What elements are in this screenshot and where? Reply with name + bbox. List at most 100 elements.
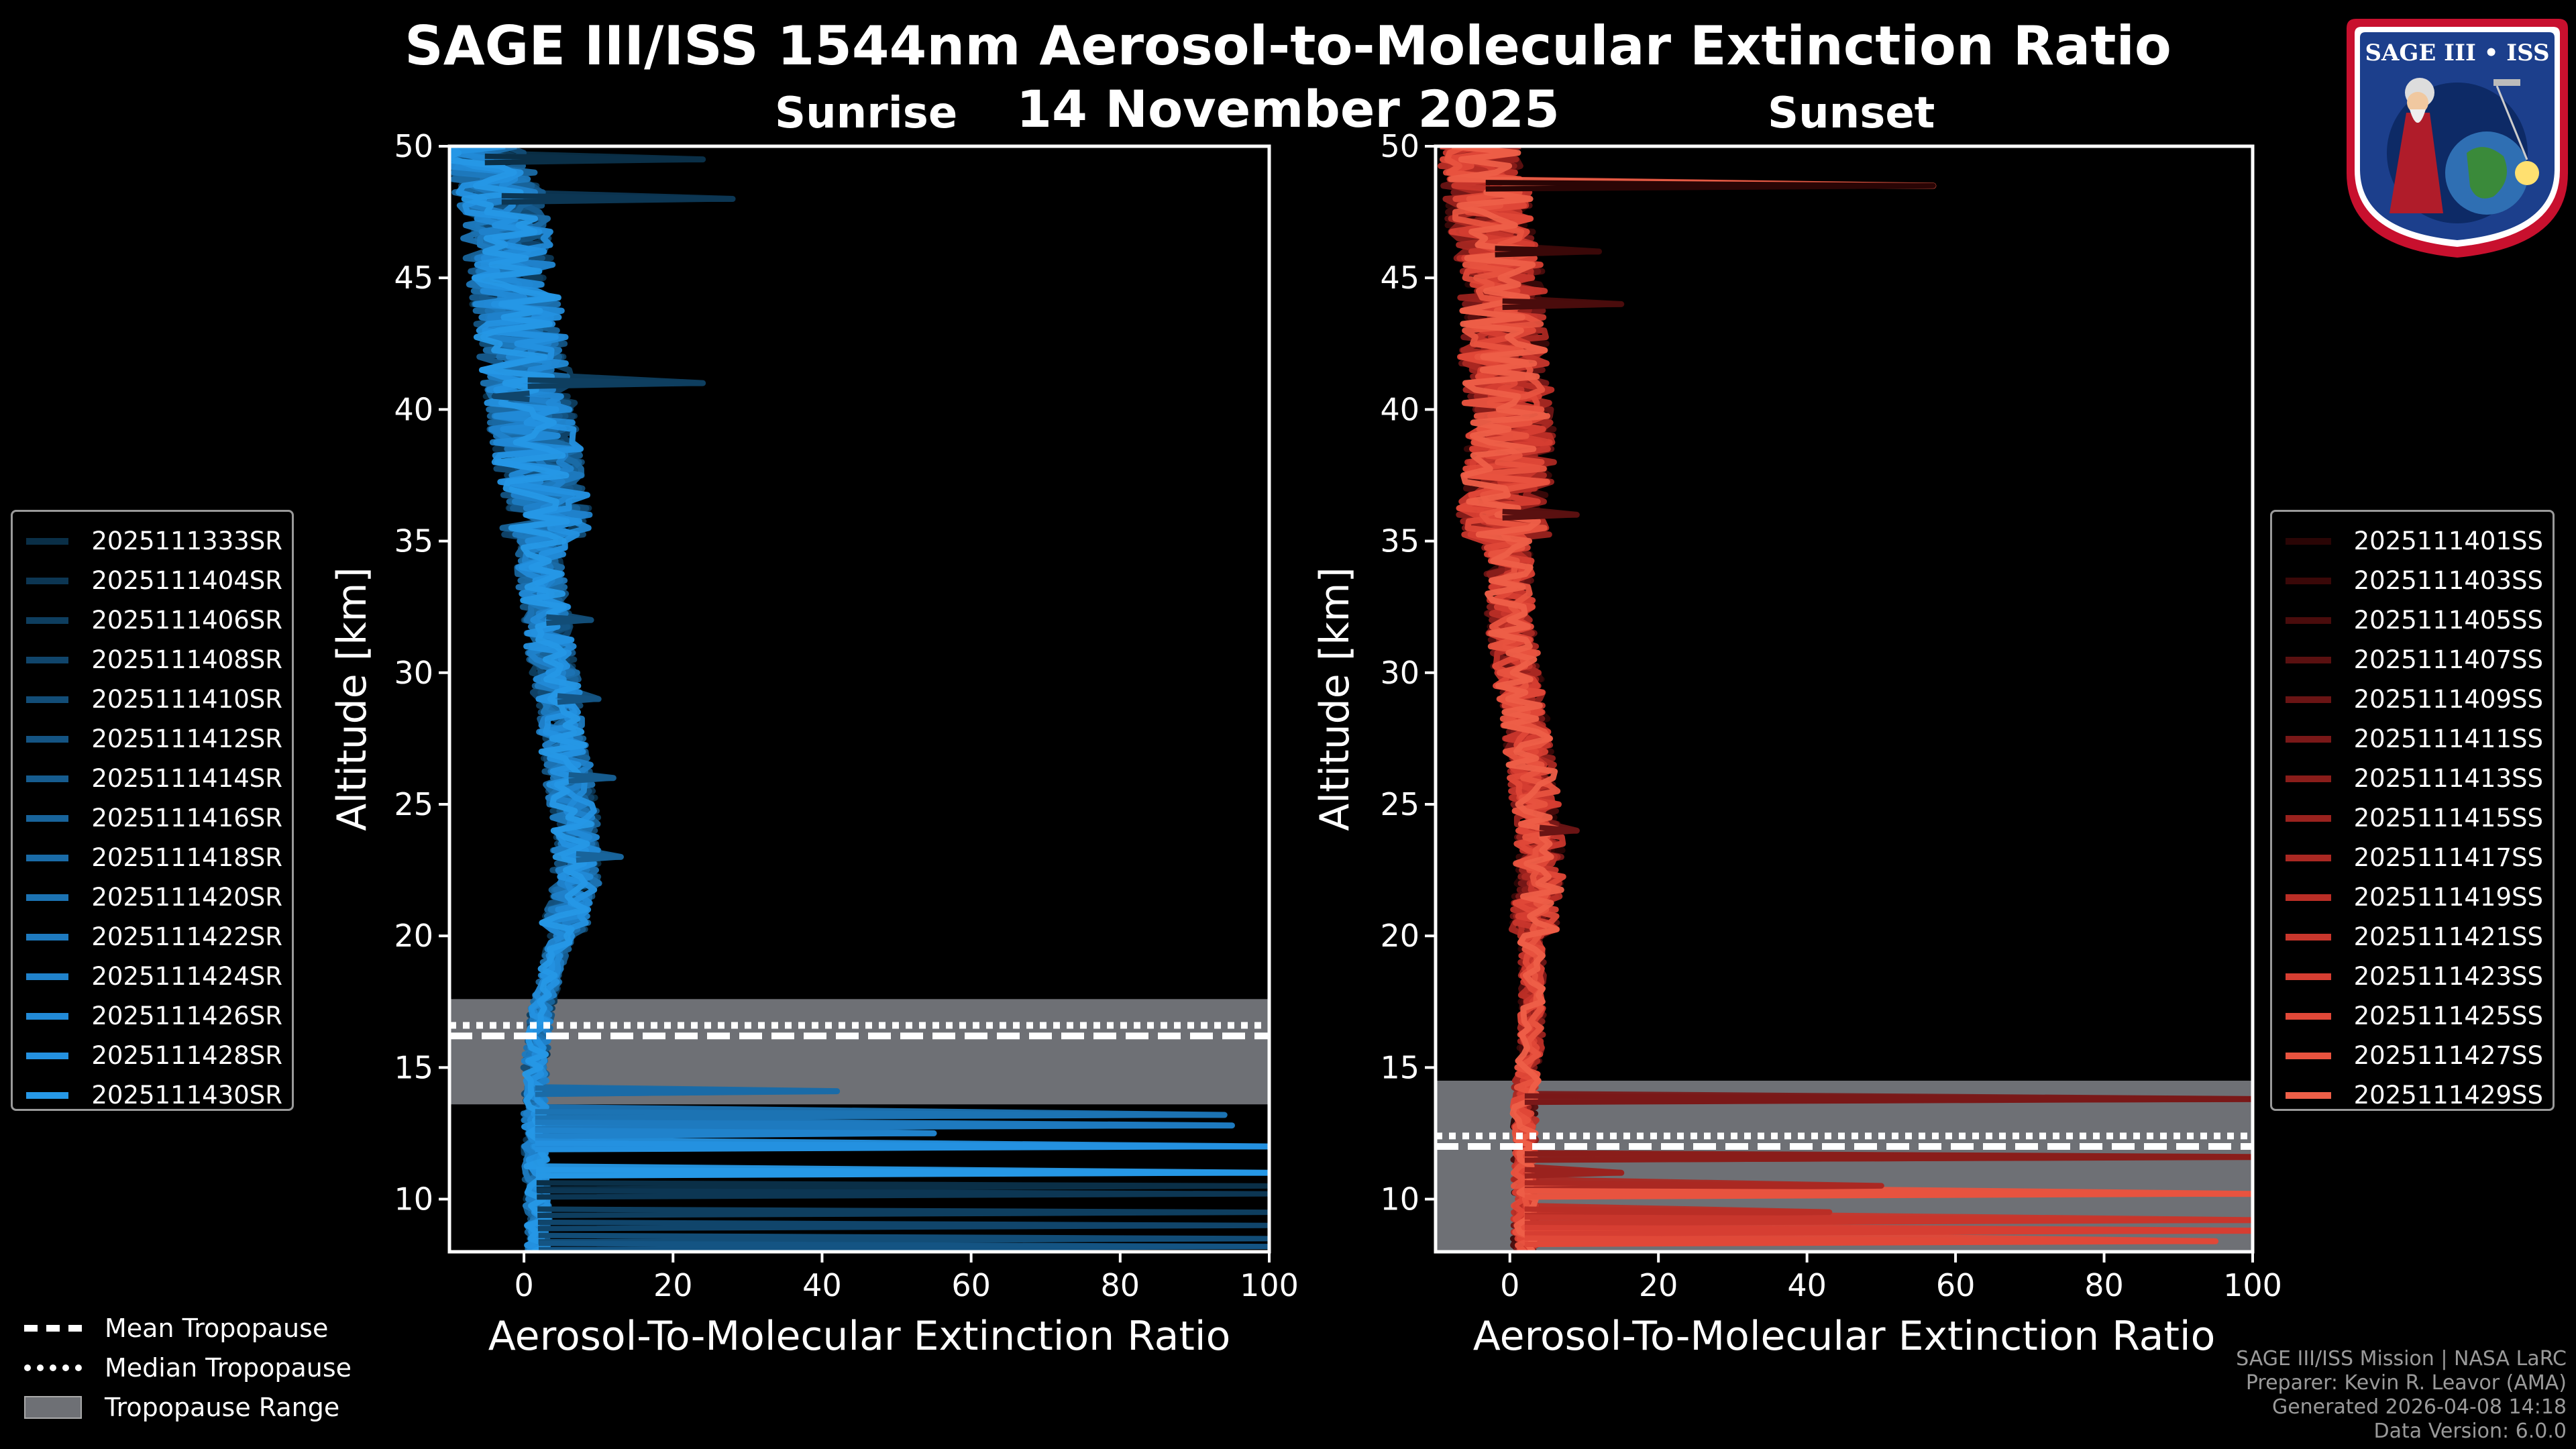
legend-entry: 2025111421SS <box>2282 917 2543 957</box>
sage-mission-badge-icon: SAGE III • ISS <box>2347 19 2568 258</box>
sunrise-spike-0 <box>484 153 706 166</box>
sunrise-spike-18 <box>537 1220 1269 1232</box>
legend-entry: 2025111405SS <box>2282 600 2543 640</box>
legend-label: 2025111419SS <box>2353 883 2543 912</box>
chart-date: 14 November 2025 <box>1016 79 1560 139</box>
legend-swatch <box>2286 1091 2331 1099</box>
sunset-spike-9 <box>1524 1206 1832 1218</box>
credit-version: Data Version: 6.0.0 <box>2373 1419 2567 1443</box>
legend-label: 2025111417SS <box>2353 843 2543 872</box>
legend-label: 2025111407SS <box>2353 645 2543 674</box>
legend-label: 2025111425SS <box>2353 1002 2543 1030</box>
sunrise-series-2025111430SR <box>449 146 1269 1252</box>
sunset-spike-6 <box>1524 1151 2253 1163</box>
sunrise-xtick-label-40: 40 <box>802 1267 842 1303</box>
legend-entry: 2025111425SS <box>2282 996 2543 1036</box>
legend-label: 2025111421SS <box>2353 922 2543 951</box>
sunrise-ytick-label-15: 15 <box>394 1049 433 1085</box>
legend-entry: 2025111416SR <box>22 798 282 838</box>
sunset-ytick-label-15: 15 <box>1380 1049 1419 1085</box>
legend-entry: 2025111423SS <box>2282 957 2543 996</box>
legend-label: 2025111429SS <box>2353 1081 2543 1110</box>
legend-label: 2025111424SR <box>91 962 282 991</box>
legend-swatch <box>2286 696 2331 703</box>
sunrise-ytick-label-25: 25 <box>394 786 433 822</box>
sunset-spike-8 <box>1524 1180 1884 1192</box>
legend-swatch <box>2286 577 2331 584</box>
sunset-ytick-label-50: 50 <box>1380 128 1419 164</box>
sunrise-plot-area <box>449 146 1269 1252</box>
sunset-spike-7 <box>1524 1167 1624 1179</box>
sunrise-spike-14 <box>536 1167 1269 1179</box>
legend-swatch <box>2286 1052 2331 1059</box>
sunrise-spike-19 <box>538 1232 1269 1245</box>
sunset-ytick-label-35: 35 <box>1380 523 1419 559</box>
legend-label: 2025111422SR <box>91 922 282 951</box>
legend-median-tropopause: Median Tropopause <box>24 1348 352 1387</box>
legend-swatch <box>26 1052 69 1059</box>
legend-entry: 2025111427SS <box>2282 1036 2543 1075</box>
sunrise-spike-20 <box>539 1240 1269 1252</box>
legend-label: 2025111406SR <box>91 606 282 635</box>
legend-label: 2025111418SR <box>91 843 282 872</box>
legend-entry: 2025111420SR <box>22 877 282 917</box>
legend-swatch <box>26 933 69 941</box>
legend-entry: 2025111424SR <box>22 957 282 996</box>
legend-swatch <box>26 973 69 980</box>
legend-swatch <box>2286 854 2331 861</box>
sunrise-xaxis-label: Aerosol-To-Molecular Extinction Ratio <box>488 1313 1231 1360</box>
legend-swatch <box>2286 894 2331 901</box>
legend-label: 2025111408SR <box>91 645 282 674</box>
sunset-ytick-label-40: 40 <box>1380 391 1419 427</box>
dotted-line-swatch <box>24 1364 82 1371</box>
sunset-spike-11 <box>1524 1224 2253 1237</box>
sunrise-spike-9 <box>535 1109 1228 1121</box>
sunrise-spike-16 <box>537 1187 1269 1200</box>
legend-entry: 2025111401SS <box>2282 521 2543 561</box>
sunrise-spike-5 <box>557 693 602 705</box>
sunset-spike-4 <box>1539 824 1580 837</box>
sunset-axes-frame <box>1434 144 2255 1254</box>
sunset-xtick-label-40: 40 <box>1787 1267 1827 1303</box>
legend-entry: 2025111430SR <box>22 1075 282 1115</box>
legend-mean-label: Mean Tropopause <box>105 1313 329 1343</box>
sunset-ytick-label-30: 30 <box>1380 655 1419 691</box>
badge-text: SAGE III • ISS <box>2365 40 2549 66</box>
sunrise-spike-8 <box>535 1085 840 1097</box>
range-swatch <box>24 1395 82 1419</box>
sunrise-spike-17 <box>537 1206 1269 1218</box>
sunrise-axes-frame <box>447 144 1271 1254</box>
sunrise-xtick-label-0: 0 <box>514 1267 533 1303</box>
legend-entry: 2025111413SS <box>2282 759 2543 798</box>
legend-label: 2025111423SS <box>2353 962 2543 991</box>
credit-generated: Generated 2026-04-08 14:18 <box>2271 1395 2567 1419</box>
legend-swatch <box>26 616 69 624</box>
sunrise-ytick-label-45: 45 <box>394 260 433 296</box>
legend-label: 2025111416SR <box>91 804 282 833</box>
sunset-spike-13 <box>1524 1187 2253 1200</box>
legend-label: 2025111428SR <box>91 1041 282 1070</box>
sunset-spike-1 <box>1495 246 1602 258</box>
legend-tropopause-range: Tropopause Range <box>24 1387 352 1427</box>
sunset-ytick-label-45: 45 <box>1380 260 1419 296</box>
legend-swatch <box>2286 775 2331 782</box>
sunset-spike-0 <box>1485 180 1936 192</box>
legend-label: 2025111404SR <box>91 566 282 595</box>
sunrise-xtick-label-60: 60 <box>951 1267 991 1303</box>
sunrise-ytick-label-50: 50 <box>394 128 433 164</box>
legend-entry: 2025111422SR <box>22 917 282 957</box>
legend-entry: 2025111429SS <box>2282 1075 2543 1115</box>
legend-mean-tropopause: Mean Tropopause <box>24 1308 352 1348</box>
legend-swatch <box>26 1012 69 1020</box>
sunrise-spike-10 <box>535 1119 1235 1132</box>
legend-entry: 2025111404SR <box>22 561 282 600</box>
legend-entry: 2025111415SS <box>2282 798 2543 838</box>
sunset-spike-10 <box>1524 1214 2253 1226</box>
sunrise-ytick-label-30: 30 <box>394 655 433 691</box>
legend-swatch <box>26 537 69 545</box>
legend-label: 2025111410SR <box>91 685 282 714</box>
dashed-line-swatch <box>24 1324 82 1332</box>
sunrise-spike-11 <box>535 1127 937 1140</box>
legend-label: 2025111412SR <box>91 724 282 753</box>
